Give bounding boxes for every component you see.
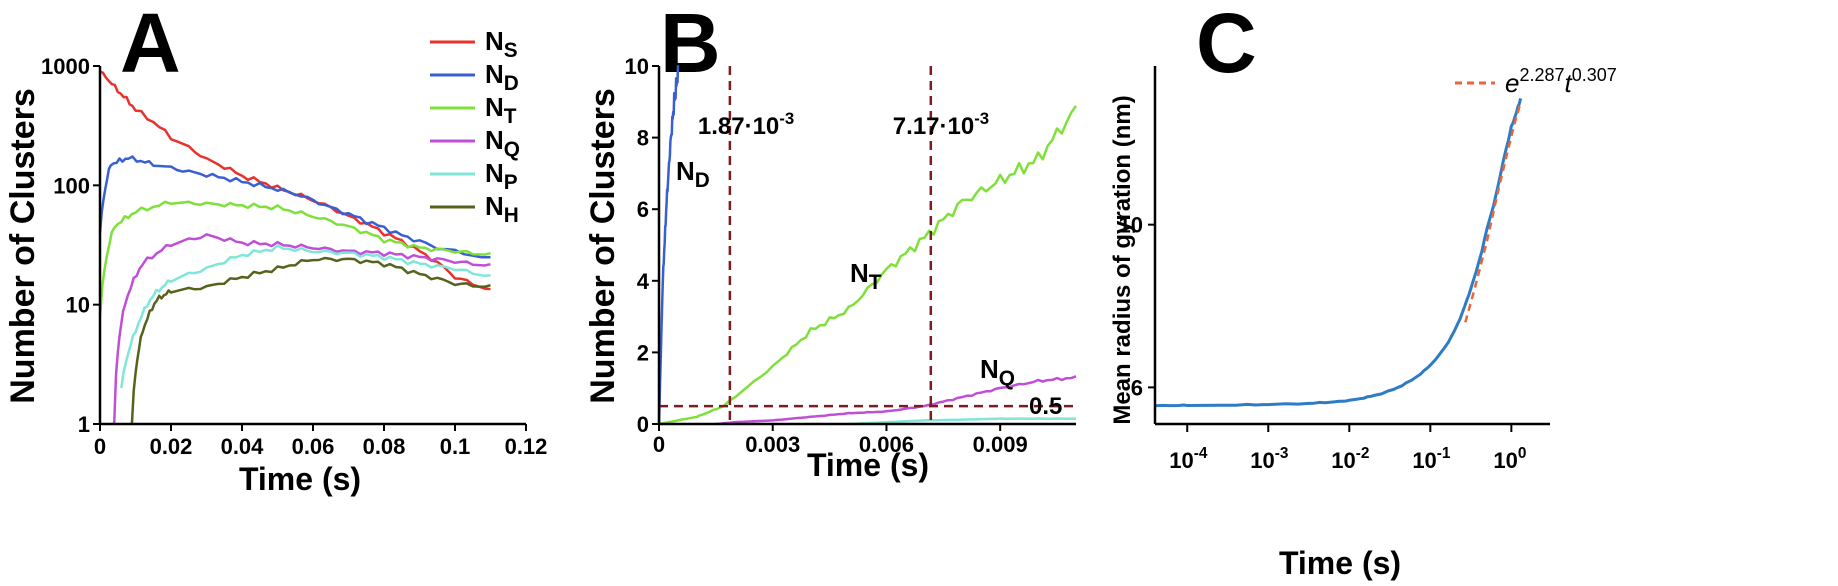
panel-b-series-label-t: NT <box>850 258 882 294</box>
panel-c: C 10-4 10-3 10-2 10-1 100 6 10 Time (s) Mean r… <box>1109 0 1617 581</box>
panel-b-series-label-q: NQ <box>980 354 1015 390</box>
panel-a-xtick-label: 0.08 <box>363 434 406 459</box>
panel-c-series <box>1154 98 1523 408</box>
panel-a-ytick-label: 1 <box>78 412 90 437</box>
panel-a-xlabel: Time (s) <box>239 461 361 497</box>
panel-a-ytick-label: 10 <box>66 293 90 318</box>
panel-a-legend-label: NP <box>485 158 518 194</box>
panel-c-xtick-label: 10-3 <box>1250 445 1288 473</box>
panel-b-xtick-label: 0.003 <box>745 432 800 457</box>
panel-a-series-line-h <box>130 256 491 425</box>
panel-b-ytick-label: 4 <box>637 269 650 294</box>
panel-b: B 0 0.003 0.006 0.009 0 2 4 6 8 10 1.87·10-3 7.17·… <box>584 0 1078 483</box>
panel-b-vline-label: 1.87·10-3 <box>698 109 794 140</box>
panel-c-ytick-label: 10 <box>1119 213 1143 238</box>
panel-b-ytick-label: 0 <box>637 412 649 437</box>
panel-a-series-line-s <box>99 70 491 291</box>
panel-a-legend-label: NS <box>485 26 518 62</box>
panel-a-legend-label: NQ <box>485 125 520 161</box>
panel-c-letter: C <box>1196 0 1257 90</box>
panel-a-series <box>98 70 491 425</box>
panel-b-letter: B <box>660 0 721 90</box>
panel-b-series-line-q <box>715 375 1077 426</box>
panel-a-ytick-label: 100 <box>53 173 90 198</box>
panel-a-xtick-label: 0.06 <box>292 434 335 459</box>
panel-b-series-line-d <box>657 65 680 425</box>
panel-a-xtick-label: 0.02 <box>150 434 193 459</box>
panel-b-xlabel: Time (s) <box>807 447 929 483</box>
panel-a-xtick-label: 0 <box>94 434 106 459</box>
panel-c-xlabel: Time (s) <box>1279 545 1401 581</box>
panel-b-xtick-label: 0.009 <box>973 432 1028 457</box>
panel-a-ylabel: Number of Clusters <box>4 88 42 404</box>
panel-b-xtick-label: 0.006 <box>859 432 914 457</box>
panel-a-legend-label: NH <box>485 191 519 227</box>
panel-b-ytick-label: 2 <box>637 340 649 365</box>
panel-b-ytick-label: 6 <box>637 197 649 222</box>
panel-b-hline-label: 0.5 <box>1029 393 1062 420</box>
panel-b-ylabel: Number of Clusters <box>584 88 622 404</box>
panel-b-vline-label: 7.17·10-3 <box>893 109 989 140</box>
panel-c-series-line-fit <box>1464 102 1522 323</box>
panel-b-xtick-label: 0 <box>653 432 665 457</box>
panel-b-series-label-d: ND <box>676 156 710 192</box>
panel-c-ylabel: Mean radius of gyration (nm) <box>1109 95 1136 424</box>
panel-a-series-line-q <box>112 233 491 425</box>
panel-a-legend-label: NT <box>485 92 517 128</box>
panel-b-series-line-other <box>848 417 1076 426</box>
panel-a-series-line-d <box>98 155 491 259</box>
panel-a-series-line-t <box>98 200 491 317</box>
panel-c-legend: e2.287t0.307 <box>1455 65 1617 98</box>
panel-b-reference-lines: 1.87·10-3 7.17·10-3 0.5 ND NT NQ <box>659 66 1076 424</box>
panel-a-xtick-label: 0.04 <box>221 434 265 459</box>
panel-b-series <box>657 65 1078 426</box>
panel-b-ticks: 0 0.003 0.006 0.009 0 2 4 6 8 10 <box>625 54 1028 457</box>
panel-c-series-line-data <box>1154 98 1523 408</box>
panel-a-xtick-label: 0.12 <box>505 434 548 459</box>
panel-a-letter: A <box>120 0 181 90</box>
panel-b-ytick-label: 8 <box>637 126 649 151</box>
panel-c-ytick-label: 6 <box>1131 375 1143 400</box>
panel-a-legend-label: ND <box>485 59 519 95</box>
panel-a-series-line-p <box>120 244 491 389</box>
panel-a-ytick-label: 1000 <box>41 54 90 79</box>
panel-b-series-line-t <box>658 105 1078 426</box>
panel-c-xtick-label: 100 <box>1493 445 1526 473</box>
panel-c-xtick-label: 10-2 <box>1331 445 1369 473</box>
panel-a: A 0 0.02 0.04 0.06 0.08 0.1 0.12 1 10 100 1000 Tim… <box>4 0 547 497</box>
panel-a-xtick-label: 0.1 <box>440 434 471 459</box>
panel-c-legend-label: e2.287t0.307 <box>1505 65 1617 98</box>
panel-c-ticks: 10-4 10-3 10-2 10-1 100 6 10 <box>1119 213 1527 473</box>
panel-c-xtick-label: 10-4 <box>1169 445 1208 473</box>
panel-c-xtick-label: 10-1 <box>1412 445 1451 473</box>
panel-b-ytick-label: 10 <box>625 54 649 79</box>
